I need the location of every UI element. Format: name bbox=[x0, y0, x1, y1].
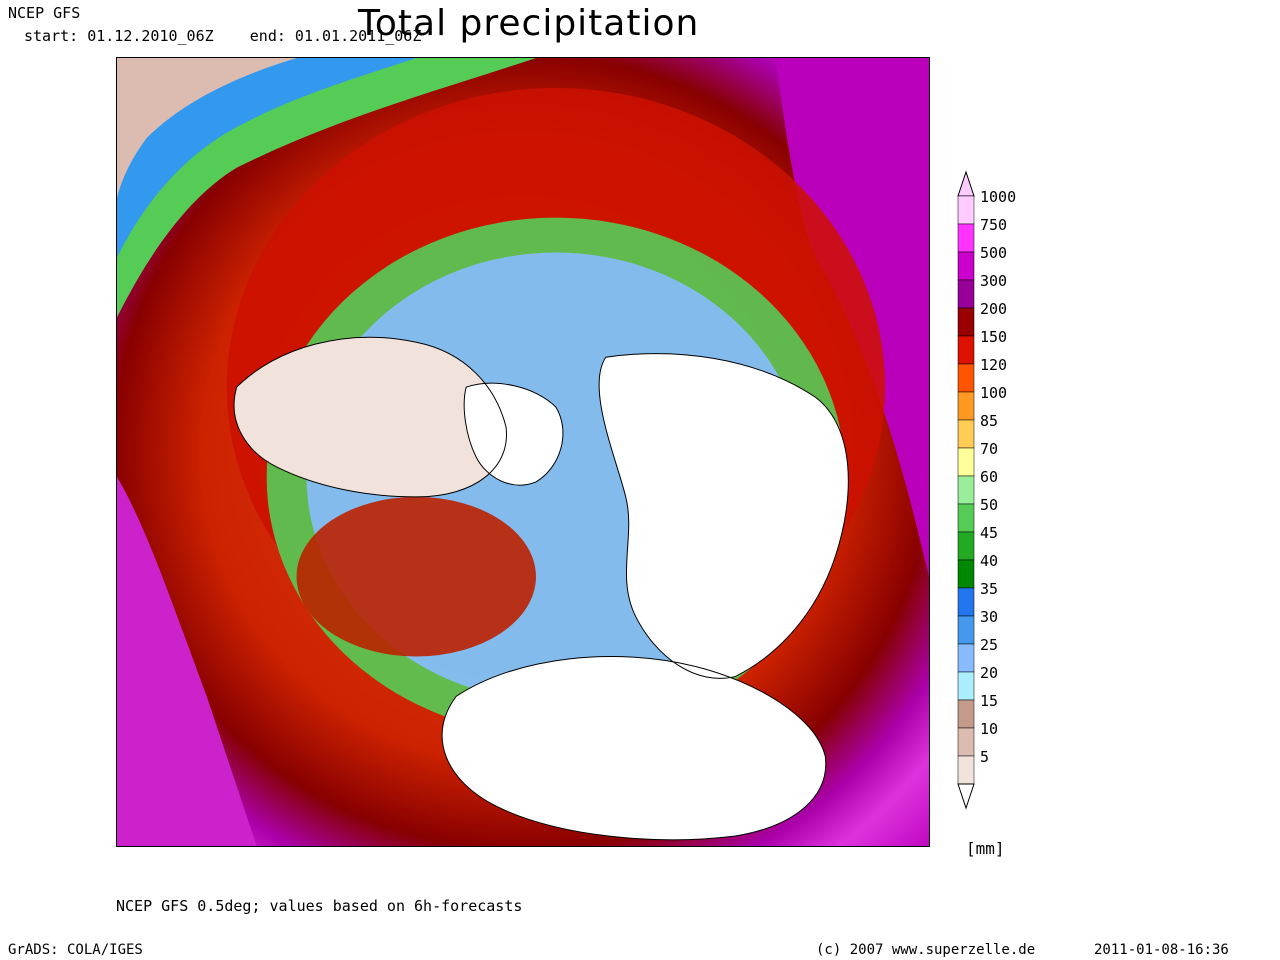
coastlines bbox=[233, 336, 849, 841]
legend-swatch bbox=[957, 531, 975, 561]
legend-swatch bbox=[957, 643, 975, 673]
polar-projection bbox=[117, 58, 929, 846]
legend-swatch bbox=[957, 195, 975, 225]
asia bbox=[599, 353, 849, 679]
legend-tick-label: 85 bbox=[980, 412, 998, 430]
render-timestamp: 2011-01-08-16:36 bbox=[1094, 942, 1229, 958]
africa bbox=[442, 656, 826, 840]
legend-tick-label: 30 bbox=[980, 608, 998, 626]
software-credit: GrADS: COLA/IGES bbox=[8, 942, 143, 958]
legend-swatch bbox=[957, 279, 975, 309]
legend-tick-label: 45 bbox=[980, 524, 998, 542]
legend-underflow-cap bbox=[957, 783, 975, 810]
legend-tick-label: 200 bbox=[980, 300, 1007, 318]
forecast-period: start: 01.12.2010_06Z end: 01.01.2011_06… bbox=[24, 27, 422, 45]
outer-band-top-light bbox=[117, 58, 297, 198]
data-note: NCEP GFS 0.5deg; values based on 6h-fore… bbox=[116, 897, 523, 915]
legend-swatch bbox=[957, 755, 975, 785]
legend-tick-label: 500 bbox=[980, 244, 1007, 262]
legend-swatch bbox=[957, 671, 975, 701]
legend-tick-label: 300 bbox=[980, 272, 1007, 290]
legend-tick-label: 5 bbox=[980, 748, 989, 766]
legend-swatch bbox=[957, 335, 975, 365]
legend-swatch bbox=[957, 503, 975, 533]
legend-tick-label: 1000 bbox=[980, 188, 1016, 206]
legend-tick-label: 70 bbox=[980, 440, 998, 458]
legend-tick-label: 20 bbox=[980, 664, 998, 682]
legend-swatch bbox=[957, 307, 975, 337]
map-title: Total precipitation bbox=[358, 3, 700, 44]
legend-swatch bbox=[957, 223, 975, 253]
unit-label: [mm] bbox=[966, 839, 1005, 858]
north-america bbox=[234, 337, 507, 497]
atlantic-storm bbox=[296, 496, 536, 657]
legend-swatch bbox=[957, 587, 975, 617]
legend-swatch bbox=[957, 727, 975, 757]
legend-tick-label: 50 bbox=[980, 496, 998, 514]
legend-swatch bbox=[957, 419, 975, 449]
outer-band-top-dry bbox=[117, 58, 417, 258]
legend-tick-label: 60 bbox=[980, 468, 998, 486]
legend-swatch bbox=[957, 615, 975, 645]
legend-swatch bbox=[957, 251, 975, 281]
legend-swatch bbox=[957, 699, 975, 729]
legend-swatch bbox=[957, 447, 975, 477]
legend-scale: 1000 750 500 300 200 150 120 100 85 70 60 50 45 40 35 3… bbox=[957, 170, 1016, 810]
legend-overflow-cap bbox=[957, 170, 975, 197]
ring-left bbox=[117, 476, 257, 846]
legend-tick-label: 750 bbox=[980, 216, 1007, 234]
legend-tick-label: 25 bbox=[980, 636, 998, 654]
legend-tick-label: 15 bbox=[980, 692, 998, 710]
legend-tick-label: 150 bbox=[980, 328, 1007, 346]
legend-tick-label: 120 bbox=[980, 356, 1007, 374]
legend-tick-label: 10 bbox=[980, 720, 998, 738]
legend-swatch bbox=[957, 363, 975, 393]
legend-swatch bbox=[957, 391, 975, 421]
copyright-notice: (c) 2007 www.superzelle.de bbox=[816, 942, 1036, 958]
legend-swatch bbox=[957, 475, 975, 505]
legend-tick-label: 40 bbox=[980, 552, 998, 570]
legend-swatch bbox=[957, 559, 975, 589]
color-legend: 1000 750 500 300 200 150 120 100 85 70 60 50 45 40 35 3… bbox=[956, 168, 1036, 810]
precipitation-map bbox=[116, 57, 930, 847]
greenland bbox=[464, 383, 563, 486]
model-label: NCEP GFS bbox=[8, 4, 81, 22]
legend-tick-label: 100 bbox=[980, 384, 1007, 402]
legend-tick-label: 35 bbox=[980, 580, 998, 598]
